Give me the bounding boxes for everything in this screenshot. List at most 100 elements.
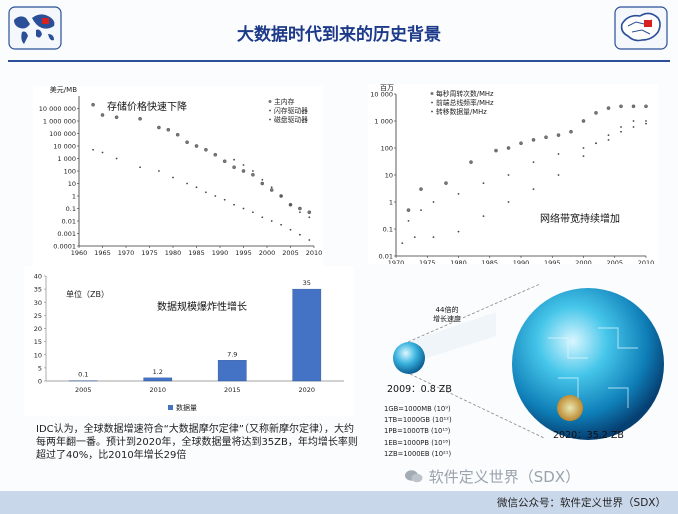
data-point — [242, 207, 245, 210]
data-point — [204, 147, 208, 152]
data-point — [519, 141, 523, 146]
data-point — [298, 206, 302, 211]
y-tick-label: 10 — [34, 351, 42, 359]
x-tick-label: 1990 — [513, 259, 530, 264]
watermark-text: 软件定义世界（SDX） — [428, 468, 581, 486]
data-point — [419, 187, 423, 191]
data-point — [205, 191, 207, 194]
data-label: 35 — [303, 279, 311, 287]
data-point — [270, 220, 273, 222]
data-point — [232, 165, 236, 170]
data-point — [432, 236, 435, 239]
footer-band — [0, 491, 678, 514]
data-point — [222, 159, 227, 164]
data-point — [413, 236, 416, 239]
data-point — [186, 182, 189, 185]
data-point — [91, 102, 95, 107]
data-point — [506, 146, 511, 150]
data-point — [158, 170, 160, 172]
data-point — [595, 142, 597, 145]
x-tick-label: 1970 — [118, 249, 135, 257]
data-point — [138, 116, 142, 121]
y-tick-label: 25 — [34, 312, 42, 320]
data-point — [280, 195, 282, 197]
data-point — [100, 113, 105, 117]
x-tick-label: 1995 — [235, 249, 252, 257]
data-point — [606, 106, 611, 110]
y-tick-label: 0.01 — [62, 218, 76, 226]
data-point — [114, 115, 119, 120]
y-tick-label: 100 000 — [49, 130, 76, 138]
data-volume-svg: 0 5 10 15 20 25 30 35 40 0.1 2005 1.2 2010 7.9 2015 35 2… — [34, 273, 344, 412]
data-point — [289, 203, 292, 206]
data-point — [569, 129, 573, 134]
data-point — [482, 182, 485, 185]
data-point — [401, 242, 404, 245]
legend-label: 每秒周转次数/MHz — [436, 89, 494, 98]
data-label: 7.9 — [227, 350, 237, 358]
unit-line: 1GB=1000MB (10⁹) — [384, 405, 451, 413]
y-tick-label: 10 — [385, 172, 393, 180]
x-tick-label: 1975 — [141, 249, 158, 257]
data-point — [594, 111, 598, 115]
data-point — [270, 186, 273, 189]
x-tick-label: 1985 — [188, 249, 205, 257]
y-axis-label: 百万 — [380, 84, 394, 92]
y-tick-label: 0.1 — [383, 226, 393, 234]
data-point — [233, 203, 236, 206]
data-point — [544, 135, 548, 140]
y-tick-label: 1 000 — [374, 118, 393, 126]
bar — [292, 288, 322, 382]
data-point — [101, 151, 104, 154]
data-point — [532, 188, 535, 191]
data-point — [457, 192, 460, 195]
data-point — [299, 211, 301, 214]
y-tick-label: 1 000 — [57, 155, 76, 163]
legend-marker — [269, 118, 271, 121]
data-point — [607, 134, 610, 137]
data-point — [645, 120, 647, 122]
legend-label: 磁盘驱动器 — [274, 115, 308, 124]
data-point — [631, 104, 636, 109]
unit-conversion-list: 1GB=1000MB (10⁹) 1TB=1000GB (10¹²) 1PB=1… — [384, 404, 452, 460]
y-tick-label: 15 — [34, 338, 42, 346]
data-point — [214, 195, 217, 197]
storage-price-chart: 10 000 000 1 000 000 100 000 10 000 1 000 100… — [33, 85, 323, 266]
bar — [143, 377, 173, 382]
legend-marker — [431, 101, 433, 104]
x-tick-label: 1990 — [212, 249, 229, 257]
china-map-logo-icon — [614, 6, 668, 50]
data-point — [407, 219, 410, 222]
y-tick-label: 0.1 — [66, 205, 76, 213]
large-globe-2020 — [512, 288, 664, 440]
data-point — [406, 208, 411, 212]
data-point — [260, 181, 265, 186]
data-point — [494, 148, 498, 153]
data-point — [139, 166, 141, 169]
data-point — [280, 223, 282, 226]
x-tick-label: 1970 — [388, 259, 405, 264]
data-point — [289, 228, 292, 231]
y-tick-label: 10 000 — [370, 91, 393, 99]
x-tick-label: 2010 — [306, 249, 323, 257]
data-point — [557, 153, 560, 155]
footer-text: 微信公众号：软件定义世界（SDX） — [497, 497, 666, 509]
y-tick-label: 10 — [68, 180, 76, 188]
unit-line: 1EB=1000PB (10¹⁸) — [384, 438, 451, 447]
data-point — [213, 152, 218, 157]
x-tick-label: 2005 — [606, 259, 623, 264]
data-point — [632, 120, 635, 122]
data-point — [532, 161, 535, 164]
data-point — [175, 132, 180, 137]
data-point — [261, 178, 264, 181]
x-tick-label: 2010 — [149, 386, 166, 394]
data-point — [607, 138, 610, 141]
globe-2020-label: 2020：35.2 ZB — [553, 430, 624, 441]
unit-line: 1TB=1000GB (10¹²) — [384, 416, 452, 425]
data-point — [620, 126, 622, 128]
data-point — [252, 211, 254, 214]
x-tick-label: 1960 — [71, 249, 88, 257]
data-point — [556, 133, 561, 137]
x-tick-label: 1980 — [165, 249, 182, 257]
